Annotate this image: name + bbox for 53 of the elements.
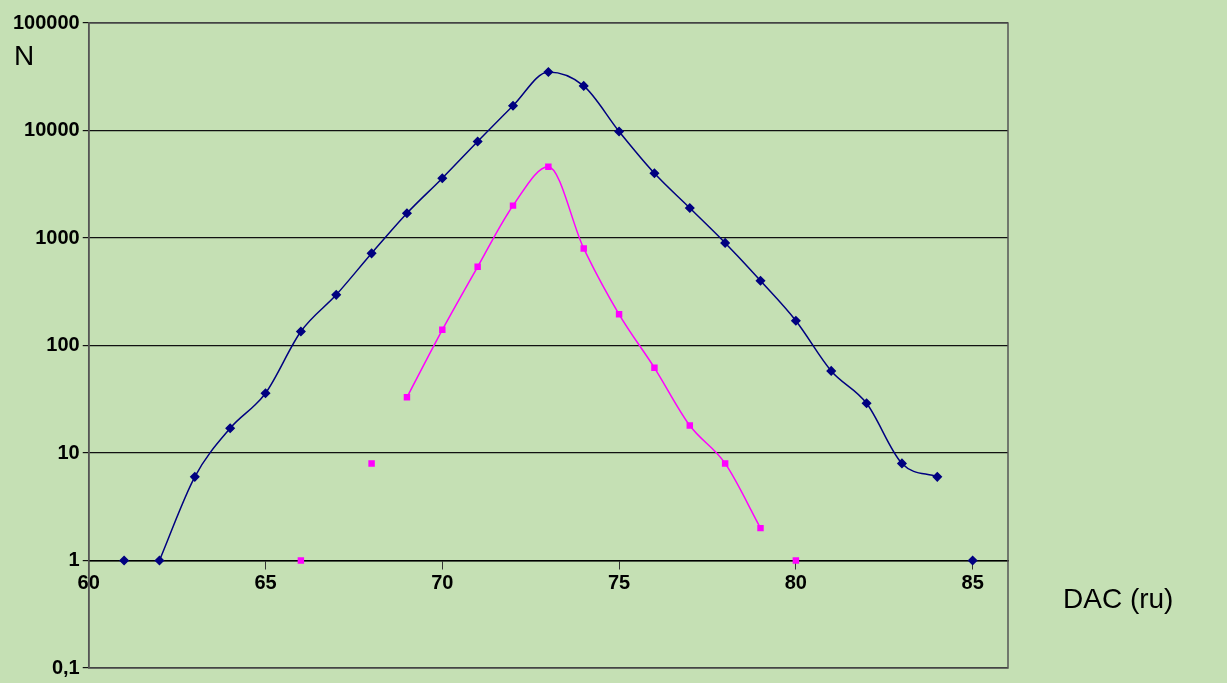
x-tick-label: 80 [784, 571, 807, 594]
point [721, 460, 729, 467]
point [685, 203, 695, 213]
point [826, 366, 836, 376]
point [508, 100, 518, 111]
y-axis-title: N [14, 39, 35, 71]
point [861, 398, 872, 409]
x-axis-title: DAC (ru) [1063, 583, 1174, 615]
point [439, 326, 446, 334]
point [755, 276, 766, 286]
point [578, 81, 589, 91]
point [649, 168, 660, 179]
point [757, 524, 764, 532]
point [720, 238, 730, 248]
y-tick-label: 100000 [12, 10, 80, 33]
y-tick-label: 0,1 [51, 655, 80, 678]
point [437, 173, 448, 183]
point [792, 557, 800, 564]
point [791, 315, 801, 326]
point [368, 460, 375, 467]
point [932, 472, 943, 482]
point [615, 311, 623, 318]
x-tick-label: 85 [961, 571, 984, 594]
y-tick-label: 1000 [35, 225, 80, 248]
point [897, 458, 907, 469]
point [402, 208, 412, 218]
point [543, 67, 554, 77]
point [154, 555, 165, 566]
point [366, 248, 377, 259]
point [472, 136, 483, 147]
point [580, 245, 587, 252]
point [509, 202, 517, 209]
point [967, 555, 978, 566]
y-tick-label: 10000 [24, 118, 80, 141]
y-tick-label: 100 [46, 333, 80, 356]
point [403, 394, 411, 401]
point [474, 263, 481, 270]
point [614, 126, 624, 137]
point [297, 557, 305, 564]
point [331, 290, 341, 300]
point [545, 163, 552, 170]
x-tick-label: 65 [254, 571, 277, 594]
point [651, 364, 658, 372]
y-tick-label: 1 [68, 548, 80, 571]
x-tick-label: 70 [431, 571, 454, 594]
x-tick-label: 75 [607, 571, 631, 594]
point [686, 422, 694, 429]
point [119, 555, 129, 566]
point [225, 423, 235, 433]
y-tick-label: 10 [57, 440, 80, 463]
point [260, 388, 271, 398]
point [296, 326, 306, 337]
point [190, 472, 200, 482]
